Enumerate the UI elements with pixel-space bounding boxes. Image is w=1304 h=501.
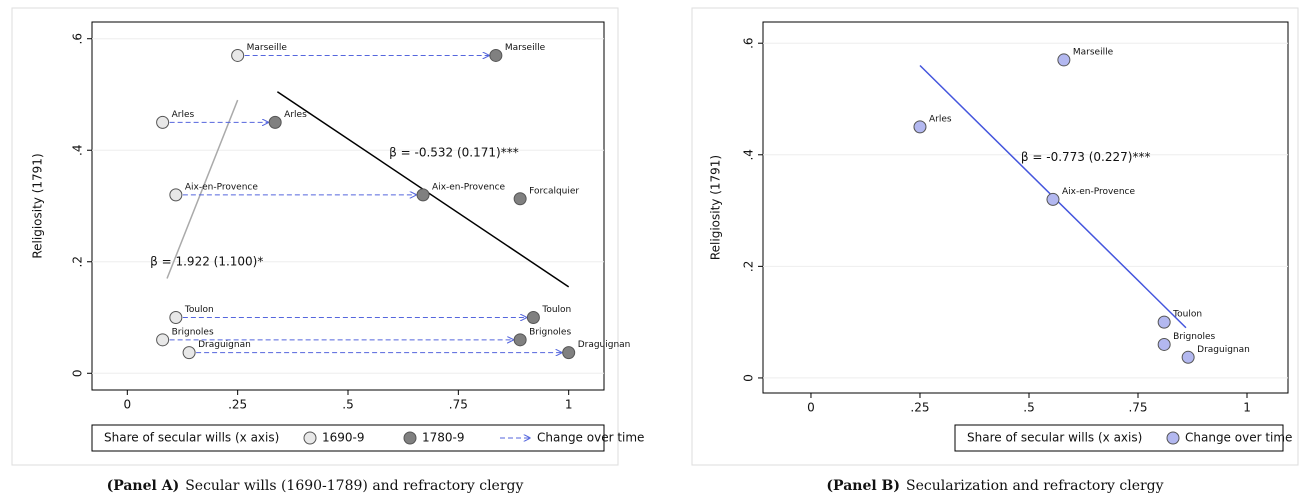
point-label: Aix-en-Provence — [185, 182, 259, 192]
legend-label: Change over time — [1185, 431, 1292, 445]
y-tick-label: 0 — [742, 374, 756, 382]
data-point — [526, 311, 540, 325]
data-point — [1181, 350, 1195, 364]
legend-title: Share of secular wills (x axis) — [967, 431, 1142, 445]
point-label: Brignoles — [1173, 332, 1215, 342]
data-point — [513, 192, 527, 206]
data-point — [268, 115, 282, 129]
legend-label: Change over time — [537, 431, 644, 445]
legend-label: 1780-9 — [422, 431, 465, 445]
y-tick-label: .4 — [742, 149, 756, 160]
x-tick-label: 0 — [123, 398, 131, 412]
point-label: Forcalquier — [529, 186, 579, 196]
y-tick-label: .4 — [71, 145, 85, 156]
data-point — [182, 346, 196, 360]
point-label: Arles — [929, 114, 952, 124]
y-tick-label: .6 — [71, 33, 85, 44]
plot-frame — [762, 21, 1289, 394]
legend-box — [954, 424, 1284, 452]
point-label: Toulon — [541, 305, 571, 315]
data-point — [1046, 192, 1060, 206]
point-label: Arles — [284, 110, 307, 120]
legend-label: 1690-9 — [322, 431, 365, 445]
x-tick-label: 1 — [565, 398, 573, 412]
point-label: Toulon — [1172, 310, 1202, 320]
point-label: Draguignan — [1197, 345, 1250, 355]
caption-text: Secularization and refractory clergy — [906, 478, 1164, 494]
point-label: Draguignan — [198, 340, 251, 350]
data-point — [562, 346, 576, 360]
x-tick-label: 0 — [807, 401, 815, 415]
caption-tag: (Panel B) — [826, 478, 900, 494]
data-point — [156, 115, 170, 129]
y-tick-label: 0 — [71, 369, 85, 377]
x-tick-label: .75 — [1128, 401, 1147, 415]
point-label: Aix-en-Provence — [432, 182, 506, 192]
point-label: Brignoles — [172, 327, 214, 337]
fit-annotation: β = 1.922 (1.100)* — [150, 254, 263, 268]
data-point — [913, 120, 927, 134]
data-point — [489, 48, 503, 62]
y-tick-label: .2 — [71, 256, 85, 267]
caption: (Panel A) Secular wills (1690-1789) and r… — [107, 478, 524, 494]
data-point — [513, 333, 527, 347]
point-label: Aix-en-Provence — [1062, 187, 1136, 197]
point-label: Brignoles — [529, 327, 571, 337]
data-point — [169, 311, 183, 325]
point-label: Toulon — [184, 305, 214, 315]
point-label: Marseille — [505, 43, 546, 53]
data-point — [1157, 337, 1171, 351]
point-label: Marseille — [1073, 47, 1114, 57]
x-tick-label: .5 — [1023, 401, 1034, 415]
legend-marker — [303, 431, 317, 445]
caption-text: Secular wills (1690-1789) and refractory… — [185, 478, 523, 494]
legend-marker — [403, 431, 417, 445]
legend-box — [91, 424, 605, 452]
point-label: Draguignan — [578, 340, 631, 350]
fit-line — [166, 99, 239, 279]
plot-frame — [91, 21, 605, 391]
x-tick-label: .25 — [228, 398, 247, 412]
y-tick-label: .6 — [742, 37, 756, 48]
caption-tag: (Panel A) — [107, 478, 180, 494]
caption: (Panel B) Secularization and refractory c… — [826, 478, 1163, 494]
data-point — [231, 48, 245, 62]
data-point — [1057, 53, 1071, 67]
legend-marker — [1166, 431, 1180, 445]
data-point — [156, 333, 170, 347]
x-tick-label: 1 — [1243, 401, 1251, 415]
data-point — [1157, 315, 1171, 329]
y-axis-label: Religiosity (1791) — [709, 155, 723, 260]
panel-border — [11, 7, 619, 466]
y-axis-label: Religiosity (1791) — [31, 153, 45, 258]
data-point — [416, 188, 430, 202]
x-tick-label: .25 — [910, 401, 929, 415]
point-label: Marseille — [247, 43, 288, 53]
legend-title: Share of secular wills (x axis) — [104, 431, 279, 445]
panel-border — [691, 7, 1299, 466]
fit-annotation: β = -0.773 (0.227)*** — [1021, 150, 1151, 164]
point-label: Arles — [172, 110, 195, 120]
y-tick-label: .2 — [742, 261, 756, 272]
x-tick-label: .75 — [449, 398, 468, 412]
fit-annotation: β = -0.532 (0.171)*** — [389, 146, 519, 160]
x-tick-label: .5 — [342, 398, 353, 412]
data-point — [169, 188, 183, 202]
